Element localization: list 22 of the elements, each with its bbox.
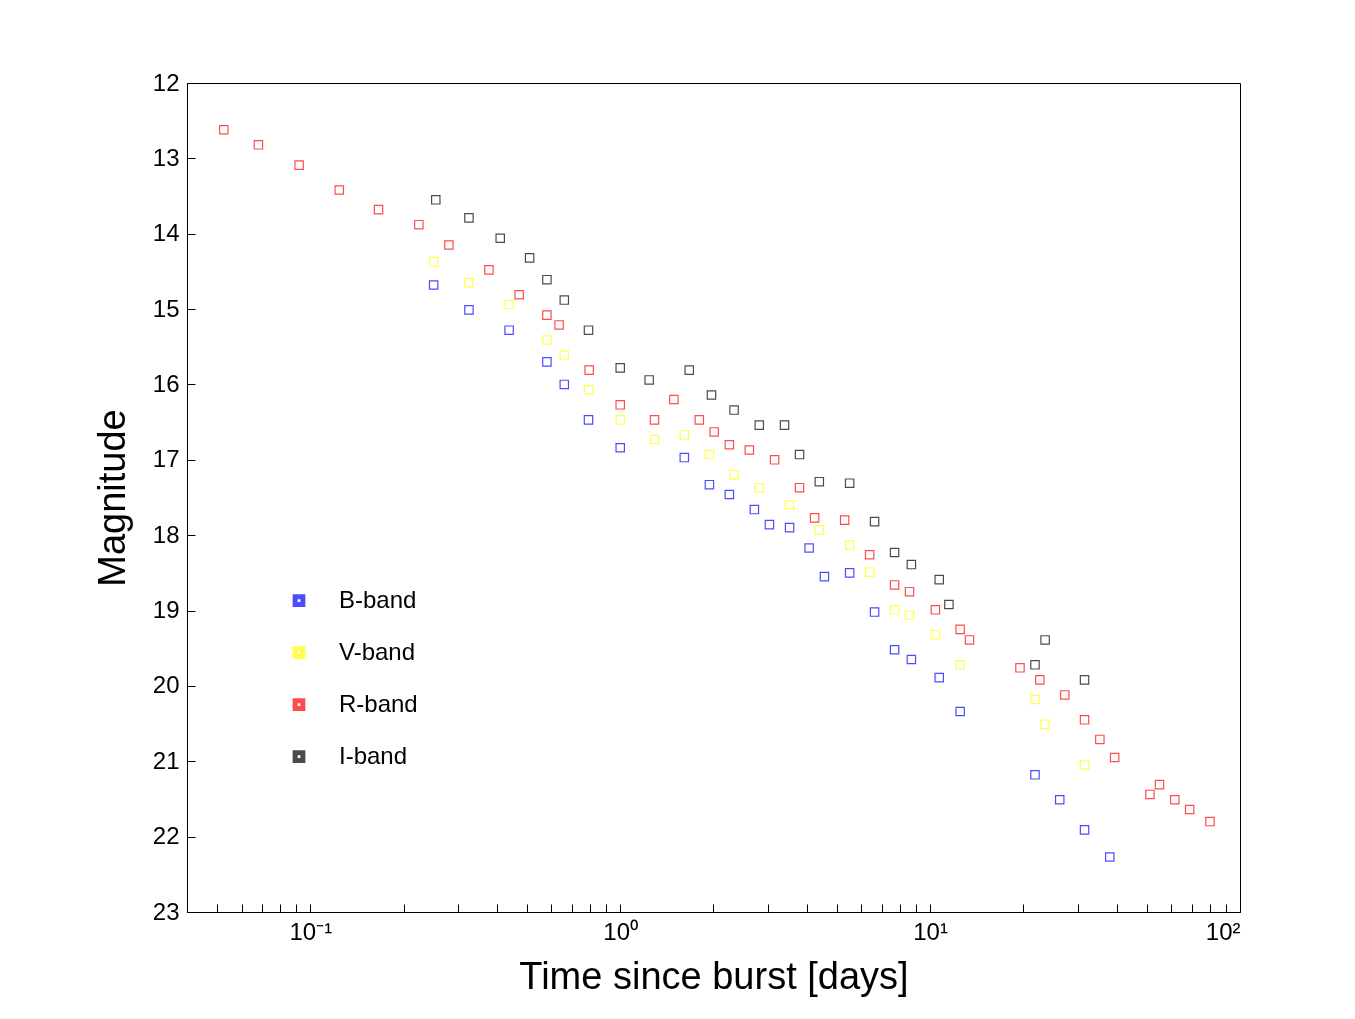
y-tick-label: 17 (152, 445, 180, 473)
x-tick-label: 10⁰ (603, 917, 639, 945)
y-tick-label: 13 (152, 143, 180, 171)
y-tick-label: 22 (152, 822, 180, 850)
y-tick-label: 20 (152, 671, 180, 699)
y-axis-title: Magnitude (90, 409, 133, 587)
y-tick-label: 18 (152, 520, 180, 548)
legend-label: B-band (339, 585, 417, 613)
x-axis-title: Time since burst [days] (519, 954, 909, 997)
legend-label: R-band (339, 689, 418, 717)
x-tick-label: 10⁻¹ (289, 917, 333, 945)
y-tick-label: 12 (152, 68, 180, 96)
legend-label: I-band (339, 741, 408, 769)
x-tick-label: 10² (1205, 917, 1241, 945)
y-tick-label: 14 (152, 219, 180, 247)
y-tick-label: 16 (152, 369, 180, 397)
x-tick-label: 10¹ (913, 917, 948, 945)
y-tick-label: 15 (152, 294, 180, 322)
y-tick-label: 19 (152, 596, 180, 624)
y-tick-label: 21 (152, 746, 180, 774)
y-tick-label: 23 (152, 897, 180, 925)
legend-label: V-band (339, 637, 416, 665)
